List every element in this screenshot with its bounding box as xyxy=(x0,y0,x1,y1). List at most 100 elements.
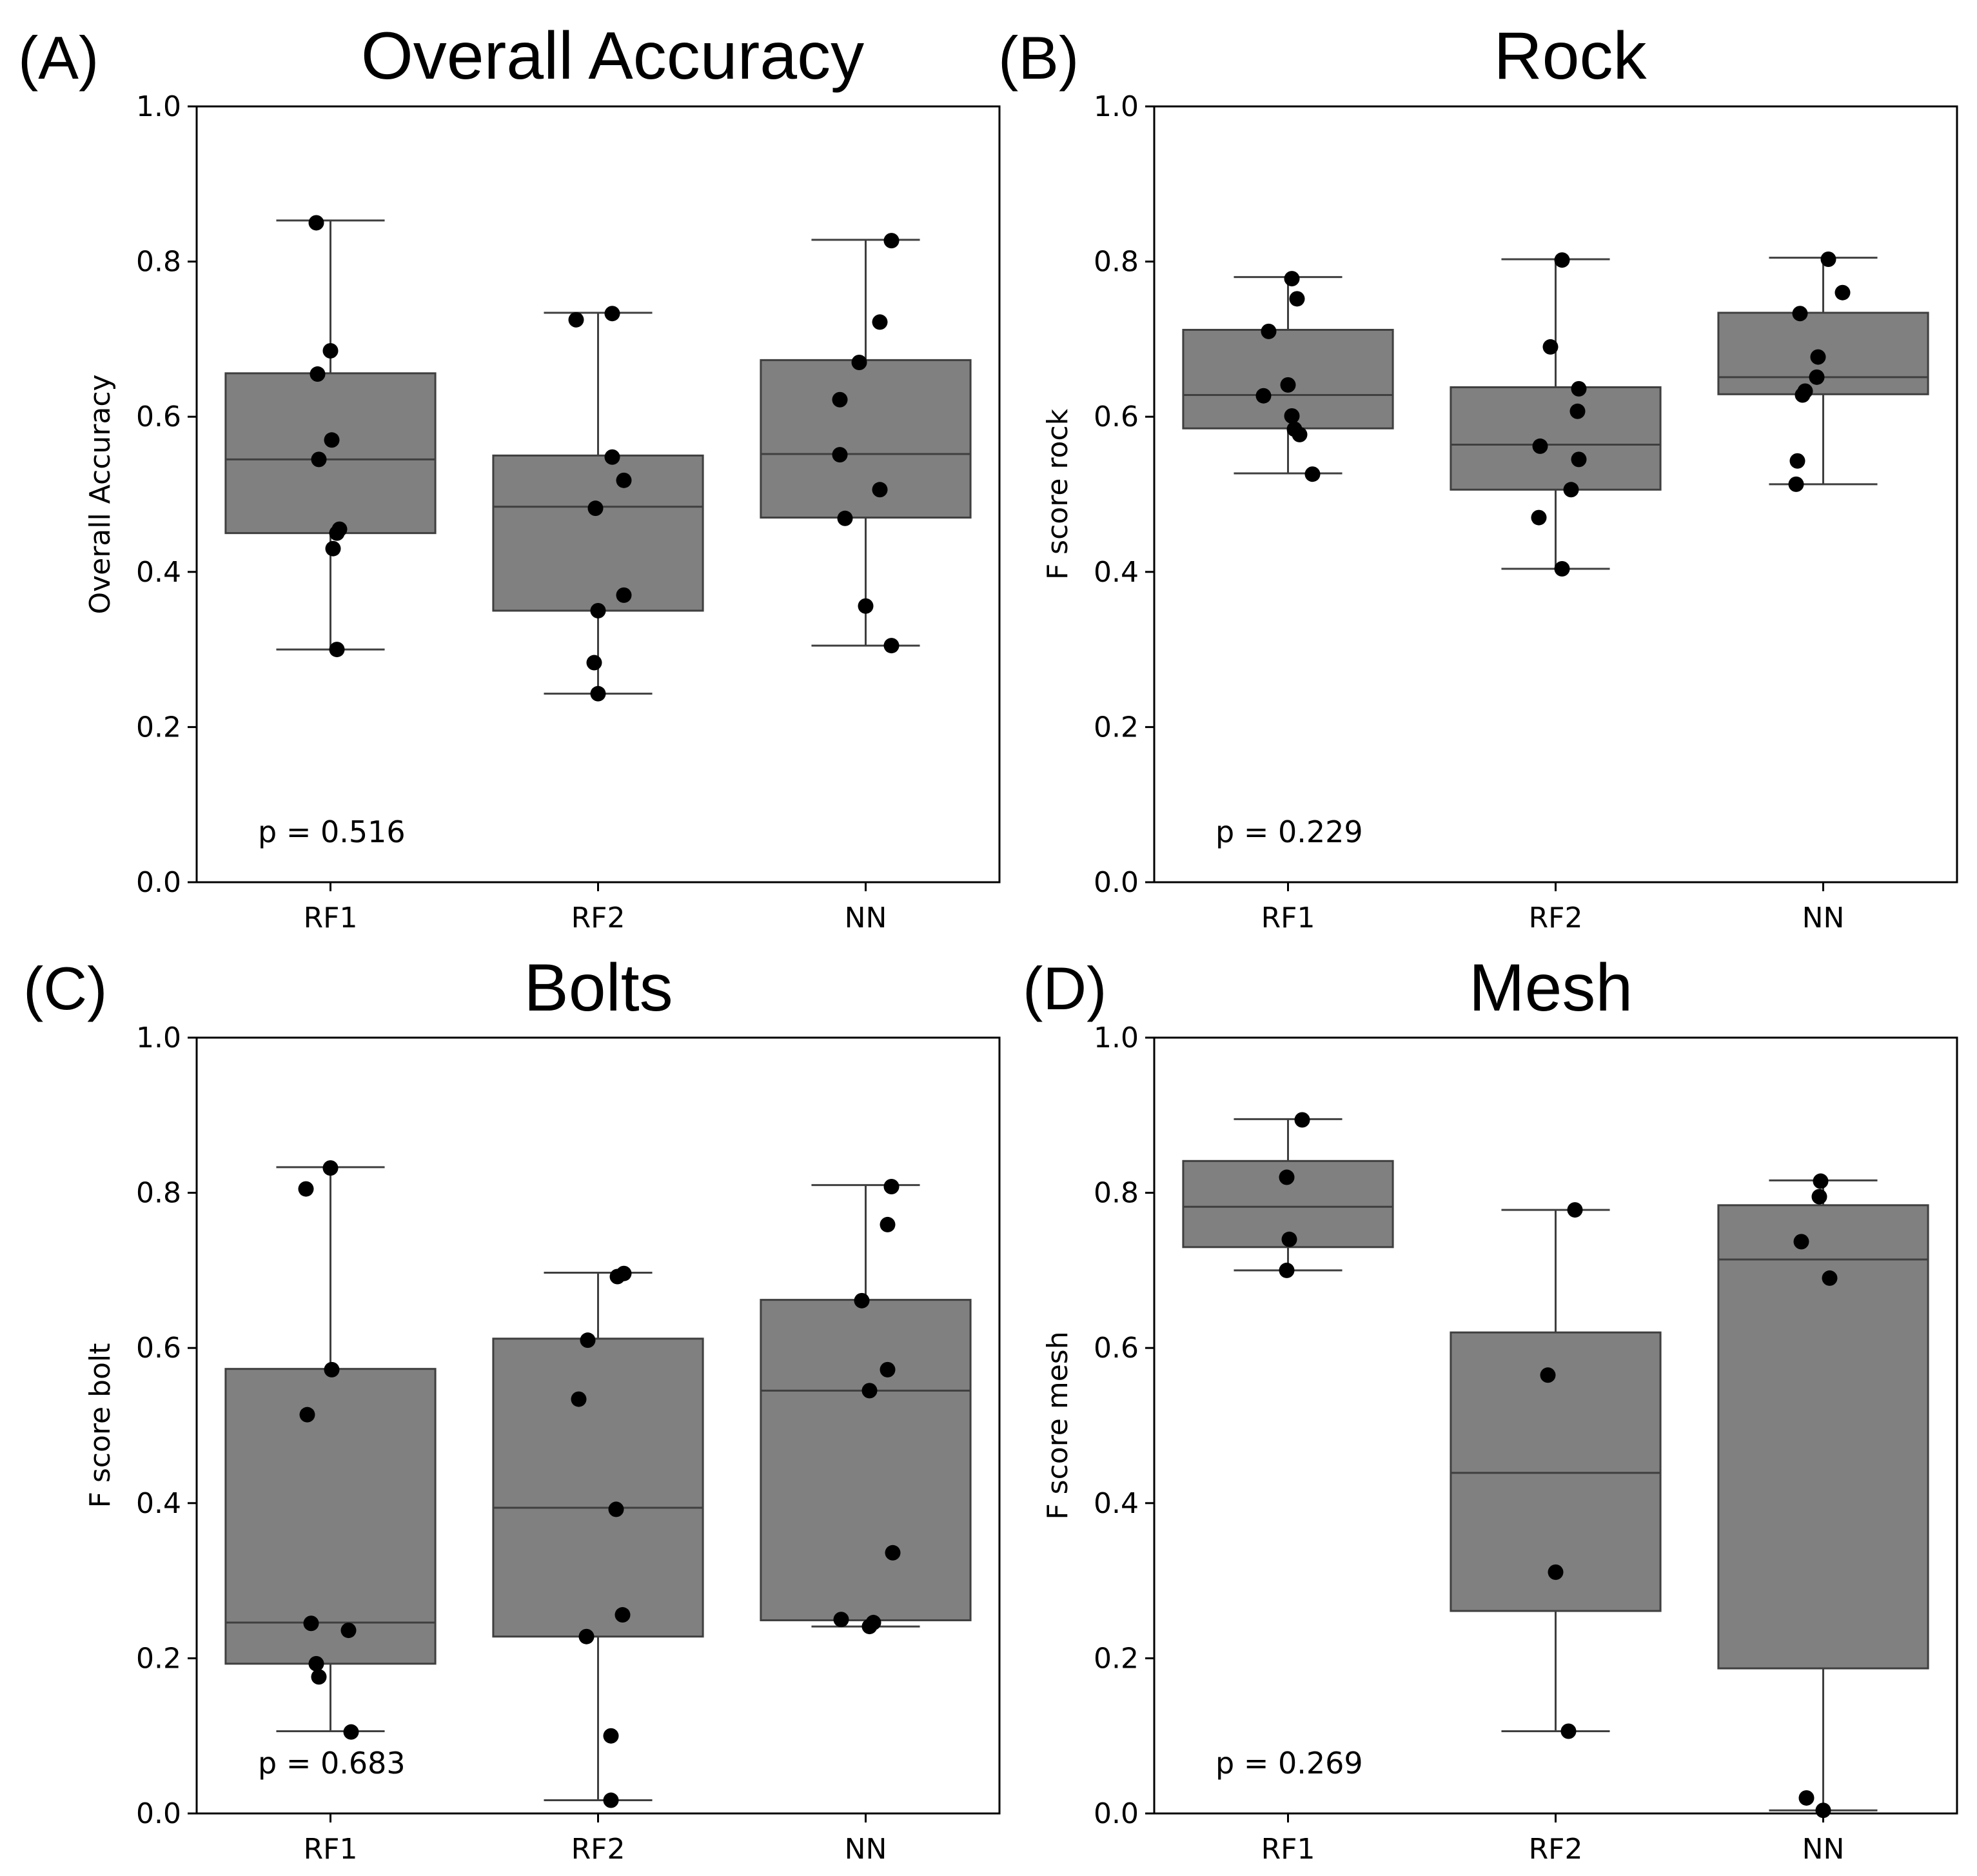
data-point xyxy=(298,1181,314,1197)
x-tick-label: RF1 xyxy=(304,902,358,934)
data-point xyxy=(1294,1112,1310,1128)
x-tick-label: NN xyxy=(1802,902,1845,934)
data-point xyxy=(1281,1231,1297,1247)
data-point xyxy=(615,1607,631,1623)
data-point xyxy=(1284,408,1300,424)
data-point xyxy=(568,311,584,328)
data-point xyxy=(1795,387,1811,403)
data-point xyxy=(324,432,340,448)
data-point xyxy=(1788,476,1804,492)
y-tick-label: 0.0 xyxy=(1094,866,1139,899)
y-tick-label: 0.2 xyxy=(136,1642,181,1675)
data-point xyxy=(883,1178,900,1194)
y-tick-label: 0.4 xyxy=(136,556,181,589)
data-point xyxy=(1304,466,1321,482)
data-point xyxy=(1820,251,1836,267)
panel-bolts: (C) Bolts 0.0 0.2 0.4 0.6 0.8 1.0 F score bolt RF… xyxy=(23,951,1001,1866)
data-point xyxy=(616,472,632,488)
y-tick-label: 0.6 xyxy=(1094,1332,1139,1365)
panel-overall-accuracy: (A) Overall Accuracy 0.0 0.2 0.4 0.6 0.8 1.0 Ove… xyxy=(18,19,1001,934)
box-nn xyxy=(760,233,972,654)
data-point xyxy=(311,451,327,468)
iqr-box xyxy=(760,359,972,519)
box-nn xyxy=(1717,1173,1929,1819)
panel-rock: (B) Rock 0.0 0.2 0.4 0.6 0.8 1.0 F score rock RF1… xyxy=(998,19,1958,934)
panel-letter: (D) xyxy=(1023,954,1107,1022)
y-tick-label: 1.0 xyxy=(1094,90,1139,123)
y-tick-label: 0.0 xyxy=(1094,1797,1139,1830)
data-point xyxy=(578,1628,595,1644)
data-point xyxy=(851,354,867,370)
data-point xyxy=(861,1383,878,1399)
y-tick-label: 0.2 xyxy=(1094,1642,1139,1675)
box-rf1 xyxy=(224,1160,437,1740)
y-tick-label: 0.6 xyxy=(136,400,181,433)
box-rf1 xyxy=(1182,1112,1394,1278)
y-tick-label: 1.0 xyxy=(136,90,181,123)
x-tick-label: RF1 xyxy=(304,1833,358,1866)
data-point xyxy=(1810,349,1826,365)
chart-title: Mesh xyxy=(1469,951,1633,1025)
y-tick-label: 1.0 xyxy=(1094,1022,1139,1054)
data-point xyxy=(1279,1169,1295,1185)
data-point xyxy=(1289,291,1305,307)
data-point xyxy=(1284,271,1300,287)
data-point xyxy=(1809,369,1825,385)
panel-letter: (A) xyxy=(18,24,99,92)
y-tick-label: 0.8 xyxy=(1094,1177,1139,1210)
y-tick-label: 1.0 xyxy=(136,1022,181,1054)
box-rf2 xyxy=(1450,1202,1662,1739)
data-point xyxy=(329,642,345,658)
p-value-annotation: p = 0.269 xyxy=(1215,1746,1363,1781)
data-point xyxy=(833,1612,849,1628)
data-point xyxy=(1813,1173,1829,1189)
data-point xyxy=(310,366,326,382)
data-point xyxy=(1554,560,1570,577)
data-point xyxy=(1255,388,1272,404)
data-point xyxy=(1792,306,1808,322)
data-point xyxy=(883,638,900,654)
iqr-box xyxy=(224,372,437,535)
data-point xyxy=(603,1792,619,1808)
data-point xyxy=(1532,438,1548,454)
data-point xyxy=(832,391,848,408)
x-tick-label: RF1 xyxy=(1261,1833,1315,1866)
p-value-annotation: p = 0.229 xyxy=(1215,815,1363,849)
y-tick-label: 0.6 xyxy=(136,1332,181,1365)
iqr-box xyxy=(492,1338,704,1638)
data-point xyxy=(1571,380,1587,397)
data-point xyxy=(340,1623,357,1639)
x-tick-label: RF2 xyxy=(571,902,625,934)
data-point xyxy=(1548,1564,1564,1580)
data-point xyxy=(609,1269,625,1285)
data-point xyxy=(303,1615,319,1632)
x-tick-label: RF1 xyxy=(1261,902,1315,934)
data-point xyxy=(1569,403,1586,419)
y-tick-label: 0.2 xyxy=(136,711,181,744)
chart-title: Bolts xyxy=(524,951,673,1025)
data-point xyxy=(604,306,620,322)
data-point xyxy=(1540,1367,1556,1383)
data-point xyxy=(587,500,604,517)
data-point xyxy=(299,1407,315,1423)
y-tick-label: 0.0 xyxy=(136,866,181,899)
plot-frame xyxy=(195,1036,1001,1815)
panel-mesh: (D) Mesh 0.0 0.2 0.4 0.6 0.8 1.0 F score mesh RF1… xyxy=(1023,951,1958,1866)
data-point xyxy=(590,602,606,618)
data-point xyxy=(880,1361,896,1377)
y-tick-label: 0.2 xyxy=(1094,711,1139,744)
data-point xyxy=(604,449,620,465)
y-tick-label: 0.8 xyxy=(136,1177,181,1210)
data-point xyxy=(883,233,900,249)
data-point xyxy=(322,342,339,359)
data-point xyxy=(343,1724,359,1740)
data-point xyxy=(1834,284,1851,301)
data-point xyxy=(1822,1270,1838,1286)
y-tick-label: 0.4 xyxy=(136,1487,181,1520)
x-tick-label: NN xyxy=(845,902,887,934)
data-point xyxy=(580,1332,596,1348)
y-tick-label: 0.4 xyxy=(1094,1487,1139,1520)
data-point xyxy=(832,447,848,463)
y-axis-label: F score rock xyxy=(1041,408,1074,580)
